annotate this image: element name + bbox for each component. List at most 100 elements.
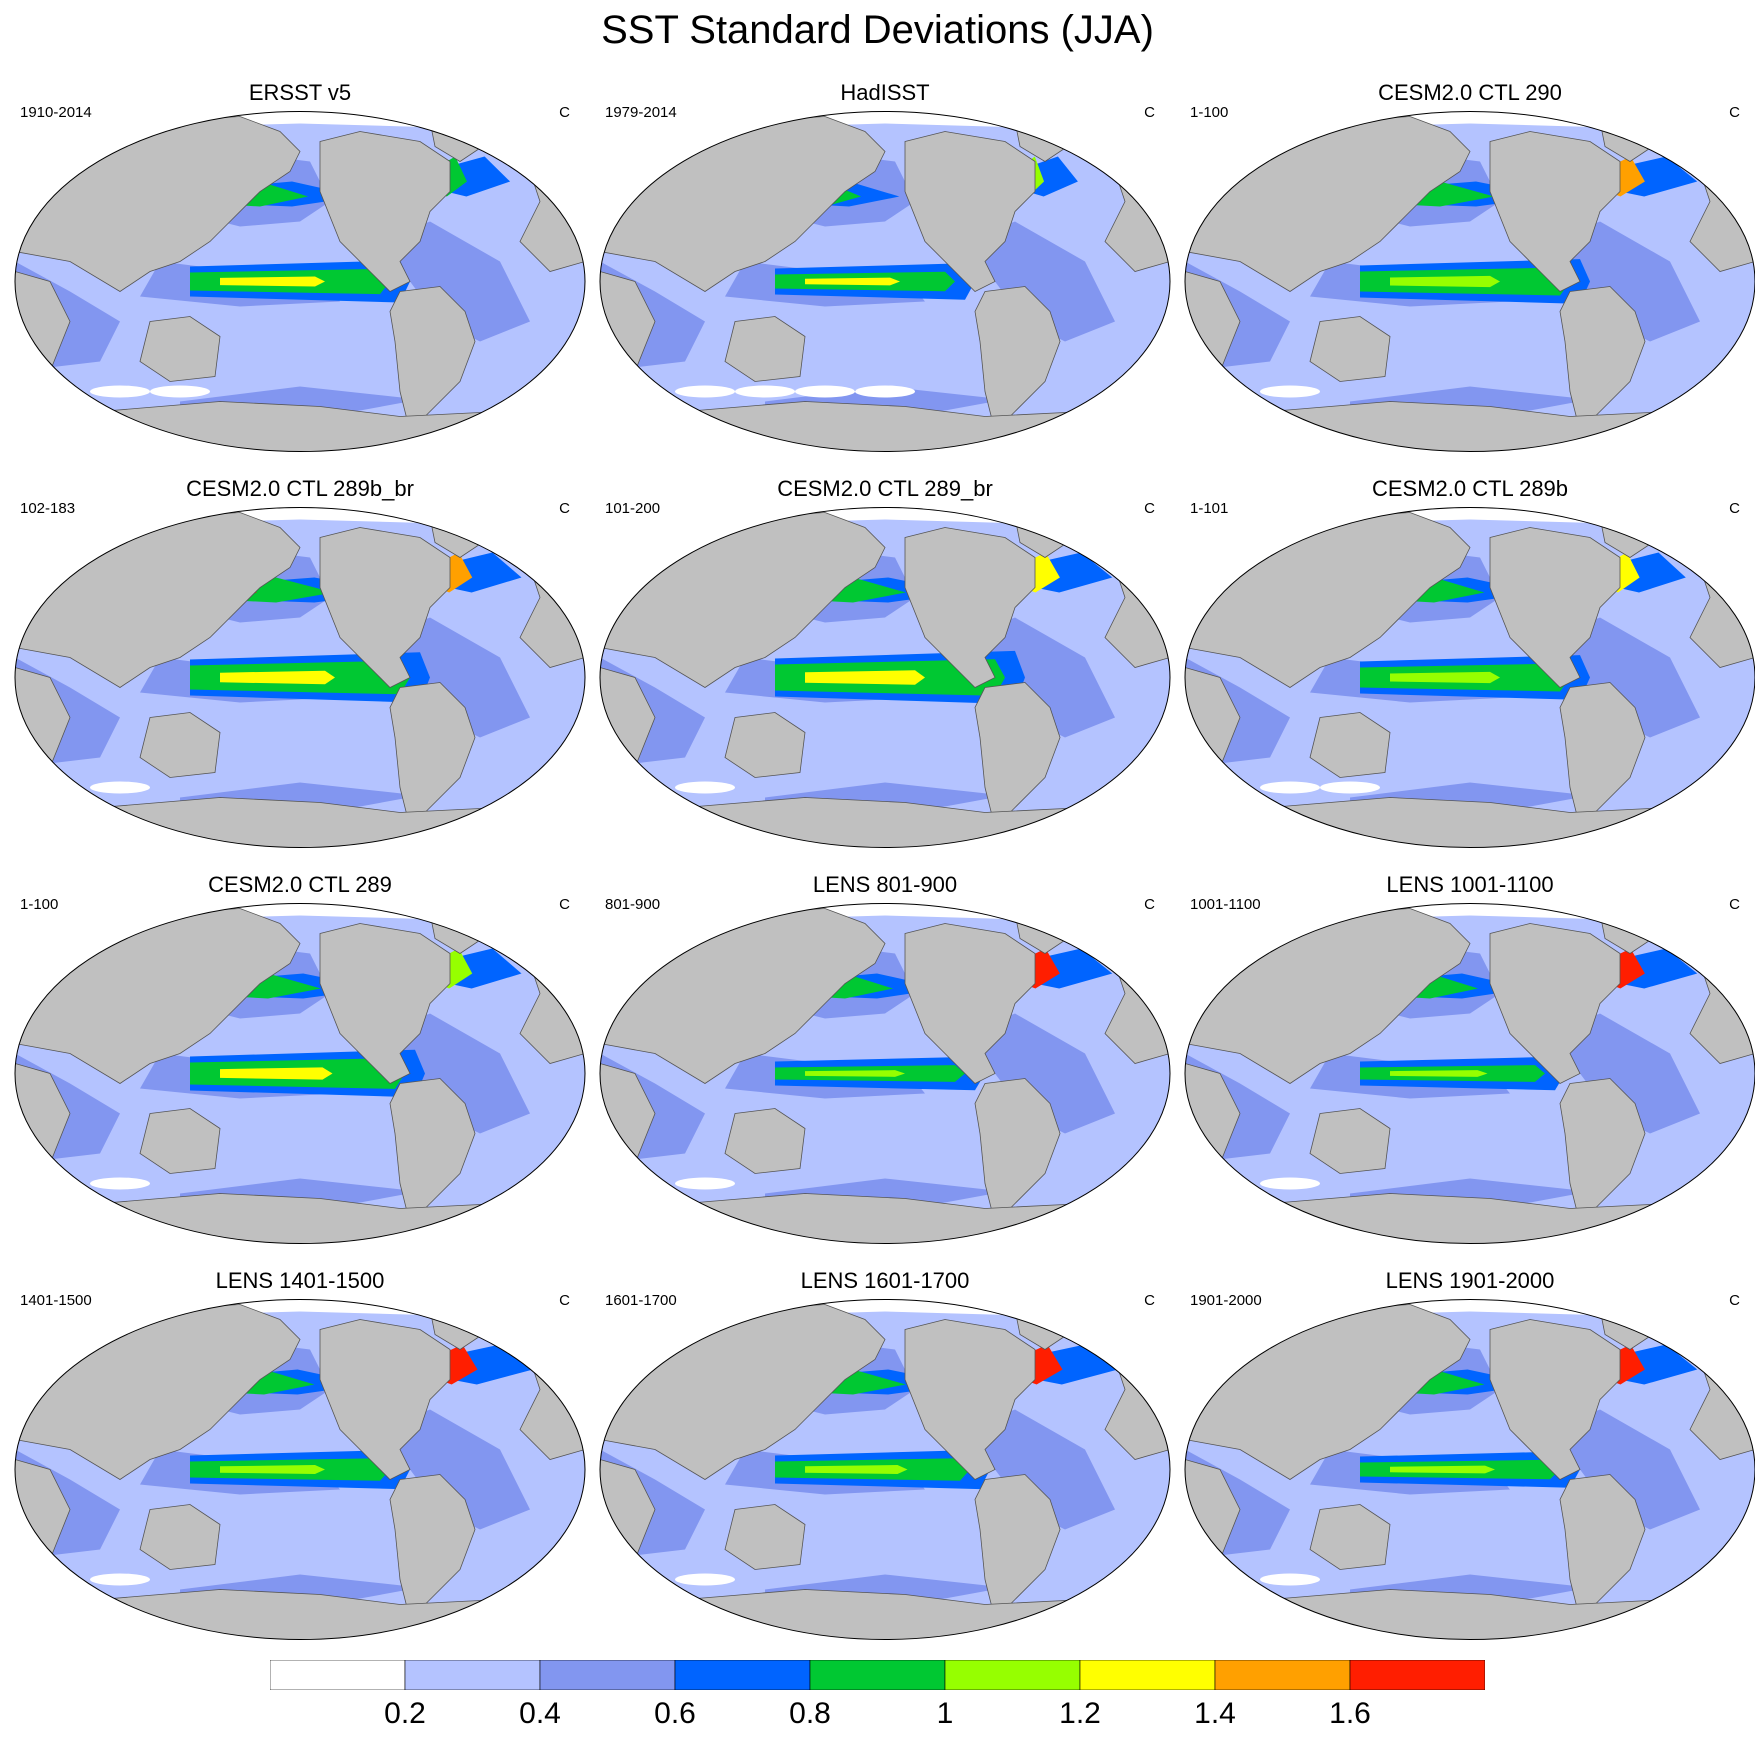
main-title: SST Standard Deviations (JJA) [601,8,1154,52]
sst-contour [1390,1465,1495,1474]
panel-map [1184,1299,1755,1640]
land-antarctica [1185,401,1751,452]
sst-contour [220,670,335,685]
sst-contour [380,1013,530,1134]
panel-map [599,111,1171,452]
panel-period: 1001-1100 [1190,896,1261,913]
sst-contour [675,385,735,398]
panel-map [14,1299,586,1640]
sst-contour [1260,781,1320,794]
panel-title: CESM2.0 CTL 289b_br [186,476,414,501]
land-samerica [389,1474,476,1621]
land-antarctica [1185,1589,1751,1640]
colorbar-tick-label: 1.4 [1194,1697,1236,1730]
land-namerica [1489,527,1621,688]
sst-contour [805,1070,905,1077]
map-panel: LENS 801-900 801-900 C [595,872,1175,1257]
map-panel: ERSST v5 1910-2014 C [10,80,590,465]
map-border [599,111,1171,452]
colorbar-segment [674,1660,811,1690]
land-australia [724,316,806,382]
sst-contour [220,1067,333,1080]
colorbar-segment [1214,1660,1351,1690]
colorbar-tick-label: 0.6 [654,1697,696,1730]
sst-contour [805,670,925,685]
sst-contour [1550,1013,1700,1134]
map-border [599,903,1171,1244]
panel-map [599,903,1171,1244]
sst-contour [965,221,1115,342]
land-australia [139,1504,221,1570]
map-border [599,1299,1171,1640]
map-border [599,507,1171,848]
panel-title: LENS 1401-1500 [215,1268,385,1293]
panel-unit: C [559,104,570,121]
sst-contour [380,617,530,738]
panel-period: 801-900 [605,896,661,913]
land-antarctica [600,1589,1166,1640]
panel-map [599,507,1171,848]
panel-unit: C [1729,500,1740,517]
land-namerica [319,527,451,688]
colorbar-tick-label: 0.8 [789,1697,831,1730]
sst-contour [675,1177,735,1190]
colorbar-segment [270,1660,406,1690]
sst-contour [795,385,855,398]
land-australia [1309,1504,1391,1570]
colorbar [270,1660,1485,1690]
land-antarctica [600,1193,1166,1244]
colorbar-labels: 0.2 0.4 0.6 0.8 1 1.2 1.4 1.6 [0,1696,1755,1736]
panel-map [14,111,586,452]
panel-title: HadISST [840,80,930,105]
map-panel: CESM2.0 CTL 289b 1-101 C [1180,476,1755,861]
map-border [1184,1299,1755,1640]
land-australia [139,712,221,778]
panel-unit: C [559,1292,570,1309]
colorbar-tick-label: 0.4 [519,1697,561,1730]
sst-contour [1260,1177,1320,1190]
land-namerica [1489,131,1621,292]
panel-map [14,507,586,848]
panel-map [1184,111,1755,452]
land-antarctica [600,797,1166,848]
map-panel: CESM2.0 CTL 289_br 101-200 C [595,476,1175,861]
colorbar-segment [539,1660,676,1690]
panel-period: 1910-2014 [20,104,92,121]
sst-contour [220,276,325,287]
colorbar-tick-label: 0.2 [384,1697,426,1730]
colorbar-tick-label: 1 [936,1697,954,1730]
panel-title: LENS 801-900 [812,872,958,897]
sst-contour [1550,221,1700,342]
sst-contour [1390,671,1500,684]
land-namerica [319,1319,451,1480]
map-panel: CESM2.0 CTL 289 1-100 C [10,872,590,1257]
land-samerica [389,1078,476,1225]
sst-contour [965,1013,1115,1134]
sst-contour [150,385,210,398]
sst-contour [855,385,915,398]
panel-unit: C [1729,1292,1740,1309]
sst-contour [1260,385,1320,398]
land-samerica [974,1474,1061,1621]
sst-contour [1320,781,1380,794]
sst-contour [90,1573,150,1586]
map-border [14,507,586,848]
panel-period: 102-183 [20,500,76,517]
panel-title: LENS 1901-2000 [1385,1268,1555,1293]
land-australia [724,1108,806,1174]
panel-unit: C [1144,104,1155,121]
panel-title: CESM2.0 CTL 290 [1378,80,1562,105]
map-border [14,111,586,452]
land-samerica [1559,1078,1646,1225]
land-antarctica [15,797,581,848]
panel-unit: C [1144,500,1155,517]
panel-title: CESM2.0 CTL 289 [208,872,392,897]
land-samerica [1559,682,1646,829]
sst-contour [965,1409,1115,1530]
map-panel: LENS 1601-1700 1601-1700 C [595,1268,1175,1653]
panel-unit: C [1144,896,1155,913]
land-australia [1309,1108,1391,1174]
map-panel: CESM2.0 CTL 290 1-100 C [1180,80,1755,465]
land-samerica [974,1078,1061,1225]
map-panel: HadISST 1979-2014 C [595,80,1175,465]
